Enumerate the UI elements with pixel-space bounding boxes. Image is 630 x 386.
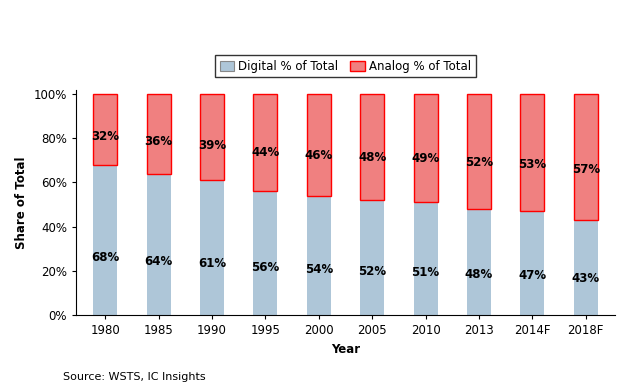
Bar [520, 211, 544, 315]
Bar [574, 220, 598, 315]
Bar [307, 196, 331, 315]
Text: 57%: 57% [571, 163, 600, 176]
X-axis label: Year: Year [331, 342, 360, 356]
Bar [467, 94, 491, 209]
Text: 44%: 44% [251, 146, 280, 159]
Bar [147, 94, 171, 174]
Bar [147, 174, 171, 315]
Bar [93, 165, 117, 315]
Text: 36%: 36% [145, 135, 173, 148]
Text: 56%: 56% [251, 261, 280, 274]
Text: 68%: 68% [91, 251, 120, 264]
Y-axis label: Share of Total: Share of Total [15, 156, 28, 249]
Bar [467, 209, 491, 315]
Text: 52%: 52% [465, 156, 493, 169]
Bar [360, 94, 384, 200]
Bar [253, 191, 277, 315]
Text: 43%: 43% [571, 273, 600, 285]
Text: 51%: 51% [411, 266, 440, 279]
Bar [93, 94, 117, 165]
Bar [307, 94, 331, 196]
Text: 39%: 39% [198, 139, 226, 152]
Text: 61%: 61% [198, 257, 226, 270]
Bar [200, 94, 224, 180]
Text: 47%: 47% [518, 269, 546, 282]
Bar [520, 94, 544, 211]
Bar [253, 94, 277, 191]
Text: 32%: 32% [91, 130, 119, 143]
Text: 53%: 53% [518, 158, 546, 171]
Text: 52%: 52% [358, 265, 386, 278]
Bar [360, 200, 384, 315]
Legend: Digital % of Total, Analog % of Total: Digital % of Total, Analog % of Total [215, 55, 476, 78]
Text: 46%: 46% [305, 149, 333, 161]
Text: 54%: 54% [305, 263, 333, 276]
Text: 48%: 48% [465, 268, 493, 281]
Text: Source: WSTS, IC Insights: Source: WSTS, IC Insights [63, 372, 205, 382]
Bar [574, 94, 598, 220]
Bar [200, 180, 224, 315]
Text: 48%: 48% [358, 151, 386, 164]
Text: 49%: 49% [411, 152, 440, 166]
Bar [413, 202, 438, 315]
Text: 64%: 64% [144, 255, 173, 268]
Bar [413, 94, 438, 202]
